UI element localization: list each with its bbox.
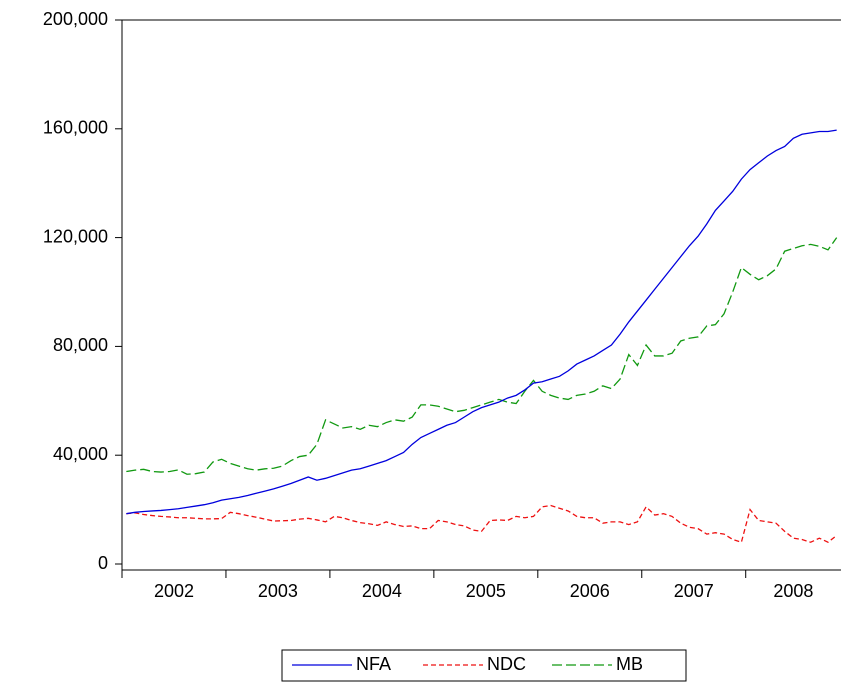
- legend-label: MB: [616, 654, 643, 674]
- x-tick-label: 2004: [362, 581, 402, 601]
- series-line: [126, 237, 838, 475]
- legend-label: NDC: [487, 654, 526, 674]
- x-tick-label: 2006: [570, 581, 610, 601]
- x-tick-label: 2003: [258, 581, 298, 601]
- y-tick-label: 160,000: [43, 118, 108, 138]
- y-tick-label: 80,000: [53, 335, 108, 355]
- x-tick-label: 2005: [466, 581, 506, 601]
- series-line: [126, 504, 838, 544]
- y-tick-label: 0: [98, 553, 108, 573]
- x-tick-label: 2002: [154, 581, 194, 601]
- x-tick-label: 2008: [773, 581, 813, 601]
- legend-label: NFA: [356, 654, 391, 674]
- series-line: [126, 129, 837, 515]
- y-tick-label: 120,000: [43, 226, 108, 246]
- y-tick-label: 40,000: [53, 444, 108, 464]
- y-tick-label: 200,000: [43, 9, 108, 29]
- x-tick-label: 2007: [674, 581, 714, 601]
- legend-box: [281, 649, 687, 682]
